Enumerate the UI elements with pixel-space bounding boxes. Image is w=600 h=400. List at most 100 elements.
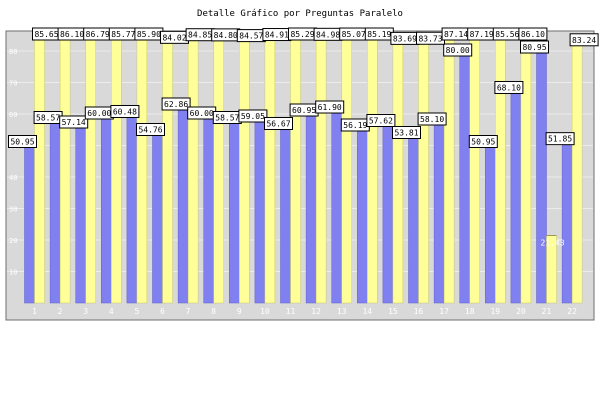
data-label-series-1-box [161, 97, 191, 111]
data-label-series-1-box [366, 113, 396, 127]
bar-series-1 [177, 104, 189, 304]
data-label-series-2: 86.10 [60, 30, 84, 39]
y-tick-label: 80 [9, 48, 17, 56]
data-label-series-1: 57.62 [369, 116, 393, 125]
x-tick-label: 11 [286, 307, 296, 316]
data-label-series-1: 56.67 [266, 119, 290, 128]
bar-series-2 [367, 34, 378, 304]
bar-series-1 [433, 119, 445, 304]
data-label-series-1-box [494, 80, 524, 94]
bar-series-1 [459, 50, 470, 304]
x-tick-label: 8 [211, 307, 216, 316]
x-tick-label: 10 [260, 307, 270, 316]
y-tick-label: 30 [9, 206, 17, 214]
x-tick-label: 14 [362, 307, 372, 316]
data-label-series-1: 51.85 [548, 135, 572, 144]
x-tick-label: 1 [32, 307, 37, 316]
data-label-series-2: 84.57 [239, 32, 263, 41]
bar-series-1 [229, 118, 240, 304]
x-tick-label: 17 [439, 307, 449, 316]
data-label-series-1: 61.90 [318, 103, 342, 112]
data-label-series-2: 85.65 [34, 30, 58, 39]
data-label-series-2: 85.19 [367, 30, 391, 39]
x-tick-label: 22 [567, 307, 577, 316]
bar-series-1 [331, 107, 342, 304]
bar-series-2 [571, 40, 583, 304]
x-tick-label: 19 [490, 307, 500, 316]
x-tick-label: 4 [109, 307, 114, 316]
y-tick-label: 40 [9, 174, 17, 182]
data-label-series-2: 85.90 [137, 30, 161, 39]
data-label-series-1: 80.95 [522, 43, 546, 52]
data-label-series-2-box [518, 27, 548, 41]
data-label-series-1-box [315, 100, 345, 114]
bar-series-2 [136, 32, 148, 304]
bar-series-1 [408, 133, 419, 304]
x-tick-label: 5 [134, 307, 139, 316]
bar-series-1 [485, 142, 496, 304]
data-label-series-1: 58.57 [36, 114, 60, 123]
data-label-series-1: 50.95 [471, 138, 495, 147]
data-label-series-2: 84.98 [316, 30, 340, 39]
x-tick-label: 21 [542, 307, 552, 316]
data-label-series-1: 54.76 [138, 126, 162, 135]
data-label-series-2: 83.73 [418, 34, 442, 43]
bar-series-1 [280, 124, 291, 304]
data-label-series-2: 85.77 [111, 30, 135, 39]
x-tick-label: 2 [58, 307, 63, 316]
bar-series-2 [469, 28, 480, 304]
data-label-series-1-box [110, 104, 140, 118]
bar-series-1 [75, 122, 86, 304]
data-label-series-1: 62.86 [164, 100, 188, 109]
data-label-series-1-box [136, 123, 165, 137]
data-label-series-2: 85.07 [342, 30, 366, 39]
data-label-series-1: 56.19 [343, 121, 367, 130]
data-label-series-2: 83.69 [393, 34, 417, 43]
data-label-series-1-box [264, 116, 293, 130]
x-tick-label: 6 [160, 307, 165, 316]
bar-series-1 [101, 113, 112, 304]
data-label-series-1-box [392, 125, 421, 139]
data-label-series-2-box [569, 33, 599, 47]
data-label-series-2: 85.29 [290, 30, 314, 39]
data-label-series-2: 84.85 [188, 31, 212, 40]
data-label-series-1-box [59, 115, 89, 129]
bar-series-2 [264, 35, 276, 304]
bar-series-1 [536, 47, 547, 304]
bar-series-2 [315, 35, 327, 304]
x-tick-label: 9 [237, 307, 242, 316]
x-tick-label: 3 [83, 307, 88, 316]
chart-title: Detalle Gráfico por Preguntas Paralelo [197, 9, 403, 19]
data-label-series-2: 86.10 [521, 30, 545, 39]
x-tick-label: 13 [337, 307, 347, 316]
bar-series-2 [520, 31, 532, 304]
bar-series-2 [111, 32, 122, 304]
data-label-series-2: 87.14 [444, 30, 468, 39]
data-label-series-1: 80.00 [446, 46, 470, 55]
bar-series-2 [418, 39, 429, 304]
data-label-series-1-box [238, 109, 268, 123]
bar-series-1 [254, 116, 266, 304]
data-label-series-1-box [417, 112, 447, 126]
bar-series-1 [203, 113, 214, 304]
data-label-series-2: 87.19 [470, 30, 494, 39]
y-tick-label: 10 [9, 269, 17, 277]
bar-series-1 [24, 142, 35, 304]
x-tick-label: 20 [516, 307, 526, 316]
bar-series-2 [239, 36, 250, 304]
y-tick-label: 60 [9, 111, 17, 119]
bar-series-2 [59, 31, 71, 304]
bar-series-1 [510, 88, 522, 304]
bar-series-2 [495, 33, 506, 304]
bar-series-1 [305, 110, 317, 304]
bar-series-1 [152, 130, 163, 304]
bar-series-2 [290, 34, 301, 304]
y-tick-label: 20 [9, 237, 17, 245]
data-label-series-1: 53.81 [394, 128, 418, 137]
data-label-series-1: 58.10 [420, 115, 444, 124]
data-label-series-2: 86.79 [86, 30, 110, 39]
data-label-series-2: 84.80 [214, 31, 238, 40]
x-tick-label: 12 [311, 307, 321, 316]
